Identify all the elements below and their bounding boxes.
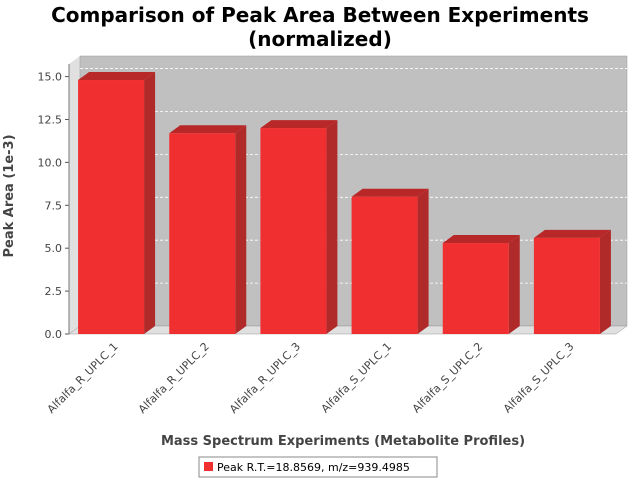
- bar-side: [144, 72, 156, 334]
- bar-top: [533, 229, 611, 238]
- x-tick-label: Alfalfa_S_UPLC_3: [501, 340, 577, 416]
- bar-top: [169, 125, 247, 134]
- bar-top: [351, 188, 429, 197]
- x-tick-label: Alfalfa_R_UPLC_3: [227, 340, 303, 416]
- y-tick-label: 0.0: [45, 328, 63, 341]
- legend-swatch: [204, 462, 213, 471]
- legend-entry: Peak R.T.=18.8569, m/z=939.4985: [217, 461, 410, 474]
- chart-title-line-2: (normalized): [248, 27, 392, 51]
- bar-side: [508, 235, 520, 334]
- bar-front: [533, 237, 600, 334]
- legend-box: [198, 456, 438, 478]
- y-tick-label: 12.5: [38, 113, 63, 126]
- bar: [169, 125, 247, 334]
- x-axis-label: Mass Spectrum Experiments (Metabolite Pr…: [161, 434, 525, 449]
- x-tick-label: Alfalfa_R_UPLC_1: [45, 340, 121, 416]
- left-wall: [69, 56, 80, 334]
- y-tick-label: 15.0: [38, 71, 63, 84]
- bar-side: [599, 229, 611, 334]
- bar-side: [417, 188, 429, 334]
- y-axis-label: Peak Area (1e-3): [2, 134, 17, 257]
- x-tick-label: Alfalfa_S_UPLC_1: [319, 340, 395, 416]
- bar-side: [326, 120, 338, 334]
- x-tick-label: Alfalfa_S_UPLC_2: [410, 340, 486, 416]
- bar-side: [235, 125, 247, 334]
- bar-front: [78, 80, 145, 334]
- bar: [533, 229, 611, 334]
- bar-top: [260, 120, 338, 129]
- y-tick-label: 5.0: [45, 242, 63, 255]
- bar: [260, 120, 338, 334]
- bars: [78, 72, 611, 334]
- x-tick-label: Alfalfa_R_UPLC_2: [136, 340, 212, 416]
- bar-top: [442, 235, 520, 244]
- legend: Peak R.T.=18.8569, m/z=939.4985: [198, 456, 438, 478]
- bar: [78, 72, 156, 334]
- bar-top: [78, 72, 156, 81]
- y-tick-label: 2.5: [45, 285, 63, 298]
- bar-front: [442, 243, 509, 334]
- bar-front: [260, 128, 327, 334]
- bar: [351, 188, 429, 334]
- chart-title-line-1: Comparison of Peak Area Between Experime…: [51, 3, 589, 27]
- bar-front: [169, 133, 236, 334]
- y-tick-label: 10.0: [38, 156, 63, 169]
- y-tick-label: 7.5: [45, 199, 63, 212]
- bar-front: [351, 196, 418, 334]
- bar: [442, 235, 520, 334]
